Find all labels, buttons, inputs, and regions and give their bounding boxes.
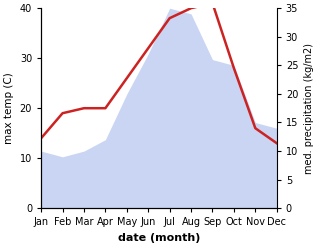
Y-axis label: max temp (C): max temp (C) <box>4 72 14 144</box>
Y-axis label: med. precipitation (kg/m2): med. precipitation (kg/m2) <box>304 43 314 174</box>
X-axis label: date (month): date (month) <box>118 233 200 243</box>
